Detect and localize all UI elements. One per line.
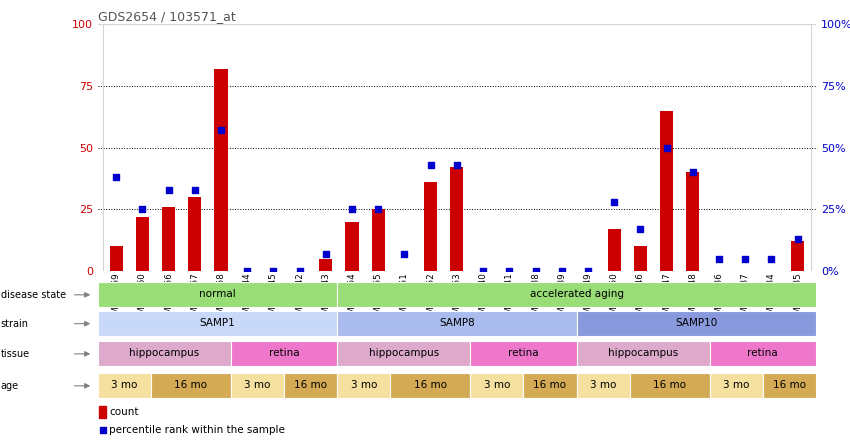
Text: normal: normal — [199, 289, 235, 299]
Bar — [470, 373, 524, 398]
Bar — [390, 373, 470, 398]
Text: 16 mo: 16 mo — [174, 380, 207, 390]
Bar — [337, 373, 390, 398]
Bar — [608, 229, 620, 271]
Text: hippocampus: hippocampus — [608, 348, 678, 358]
Text: hippocampus: hippocampus — [369, 348, 439, 358]
Point — [712, 255, 726, 262]
Bar — [686, 172, 700, 271]
Point — [162, 186, 175, 193]
Text: SAMP10: SAMP10 — [675, 318, 717, 328]
Text: accelerated aging: accelerated aging — [530, 289, 624, 299]
Text: disease state: disease state — [1, 290, 66, 300]
Point — [345, 206, 359, 213]
Point — [319, 250, 332, 257]
Text: 3 mo: 3 mo — [484, 380, 510, 390]
Point — [633, 226, 647, 233]
Text: tissue: tissue — [1, 349, 30, 359]
Point — [529, 267, 542, 274]
Text: GDS2654 / 103571_at: GDS2654 / 103571_at — [98, 10, 235, 23]
Bar — [188, 197, 201, 271]
Bar — [710, 373, 762, 398]
Bar — [98, 282, 337, 307]
Bar — [214, 69, 228, 271]
Bar — [345, 222, 359, 271]
Bar — [320, 258, 332, 271]
Text: percentile rank within the sample: percentile rank within the sample — [109, 425, 285, 435]
Text: retina: retina — [269, 348, 299, 358]
Bar — [371, 209, 385, 271]
Text: retina: retina — [508, 348, 539, 358]
Bar — [230, 341, 337, 366]
Point — [214, 127, 228, 134]
Bar — [791, 241, 804, 271]
Bar — [98, 341, 230, 366]
Point — [790, 235, 804, 242]
Bar — [630, 373, 710, 398]
Bar — [284, 373, 337, 398]
Bar — [162, 207, 175, 271]
Point — [110, 174, 123, 181]
Text: retina: retina — [747, 348, 778, 358]
Text: 16 mo: 16 mo — [653, 380, 686, 390]
Point — [424, 161, 438, 168]
Bar — [576, 311, 816, 336]
Bar — [230, 373, 284, 398]
Point — [371, 206, 385, 213]
Point — [188, 186, 201, 193]
Bar — [470, 341, 576, 366]
Point — [96, 426, 110, 433]
Text: 16 mo: 16 mo — [414, 380, 447, 390]
Bar — [110, 246, 122, 271]
Text: 3 mo: 3 mo — [244, 380, 270, 390]
Point — [267, 267, 280, 274]
Text: 16 mo: 16 mo — [773, 380, 806, 390]
Bar — [634, 246, 647, 271]
Bar — [99, 406, 105, 418]
Bar — [98, 311, 337, 336]
Bar — [576, 373, 630, 398]
Point — [686, 169, 700, 176]
Bar — [576, 341, 710, 366]
Text: hippocampus: hippocampus — [129, 348, 200, 358]
Point — [241, 267, 254, 274]
Text: 3 mo: 3 mo — [590, 380, 616, 390]
Bar — [524, 373, 576, 398]
Text: SAMP1: SAMP1 — [200, 318, 235, 328]
Text: 3 mo: 3 mo — [350, 380, 377, 390]
Point — [476, 267, 490, 274]
Text: 3 mo: 3 mo — [723, 380, 750, 390]
Bar — [337, 341, 470, 366]
Point — [581, 267, 595, 274]
Point — [765, 255, 779, 262]
Bar — [450, 167, 463, 271]
Bar — [710, 341, 816, 366]
Point — [739, 255, 752, 262]
Point — [450, 161, 464, 168]
Point — [135, 206, 149, 213]
Point — [555, 267, 569, 274]
Bar — [98, 373, 151, 398]
Bar — [337, 311, 576, 336]
Bar — [660, 111, 673, 271]
Text: count: count — [109, 407, 139, 417]
Bar — [337, 282, 816, 307]
Bar — [151, 373, 230, 398]
Point — [660, 144, 673, 151]
Point — [292, 267, 306, 274]
Text: 16 mo: 16 mo — [534, 380, 566, 390]
Text: SAMP8: SAMP8 — [439, 318, 475, 328]
Bar — [424, 182, 437, 271]
Bar — [762, 373, 816, 398]
Text: 16 mo: 16 mo — [294, 380, 327, 390]
Point — [502, 267, 516, 274]
Point — [398, 250, 411, 257]
Text: age: age — [1, 381, 19, 391]
Text: 3 mo: 3 mo — [111, 380, 138, 390]
Bar — [136, 217, 149, 271]
Point — [608, 198, 621, 206]
Text: strain: strain — [1, 319, 29, 329]
